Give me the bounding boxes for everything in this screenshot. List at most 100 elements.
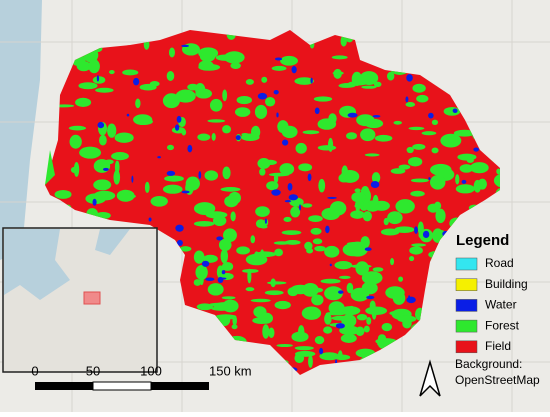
water-patch bbox=[235, 135, 241, 141]
forest-patch bbox=[430, 175, 446, 190]
forest-patch bbox=[417, 221, 424, 236]
water-patch bbox=[327, 196, 337, 200]
water-patch bbox=[287, 182, 293, 191]
forest-patch bbox=[406, 146, 414, 154]
forest-patch bbox=[298, 163, 313, 172]
forest-patch bbox=[230, 211, 236, 222]
forest-patch bbox=[262, 324, 270, 339]
forest-patch bbox=[242, 268, 259, 273]
forest-patch bbox=[139, 83, 157, 91]
forest-patch bbox=[390, 258, 395, 266]
scale-segment bbox=[151, 382, 209, 390]
forest-patch bbox=[245, 287, 255, 292]
forest-patch bbox=[236, 95, 253, 105]
forest-patch bbox=[268, 327, 275, 339]
forest-patch bbox=[294, 77, 314, 85]
forest-patch bbox=[290, 206, 301, 218]
north-arrow bbox=[419, 359, 441, 397]
forest-patch bbox=[374, 134, 393, 142]
forest-patch bbox=[312, 238, 323, 245]
forest-patch bbox=[373, 81, 382, 88]
forest-patch bbox=[267, 281, 287, 285]
forest-patch bbox=[114, 160, 120, 174]
forest-patch bbox=[364, 153, 380, 157]
forest-patch bbox=[440, 133, 462, 148]
water-patch bbox=[97, 121, 105, 129]
forest-patch bbox=[356, 114, 375, 127]
forest-patch bbox=[193, 202, 216, 215]
forest-patch bbox=[453, 129, 476, 137]
forest-patch bbox=[304, 241, 313, 251]
forest-patch bbox=[410, 178, 429, 183]
forest-patch bbox=[168, 47, 176, 58]
scale-label: 150 km bbox=[209, 363, 252, 378]
forest-patch bbox=[274, 300, 291, 310]
forest-patch bbox=[264, 290, 284, 296]
scale-label: 50 bbox=[86, 363, 100, 378]
forest-patch bbox=[387, 211, 403, 225]
forest-patch bbox=[339, 325, 360, 336]
forest-patch bbox=[310, 227, 322, 235]
forest-patch bbox=[340, 35, 347, 47]
forest-patch bbox=[276, 343, 293, 348]
forest-patch bbox=[431, 119, 439, 126]
attribution: Background: bbox=[455, 357, 522, 371]
forest-patch bbox=[266, 181, 279, 191]
forest-patch bbox=[99, 134, 107, 146]
forest-patch bbox=[222, 125, 232, 134]
forest-patch bbox=[321, 207, 341, 220]
water-patch bbox=[176, 115, 182, 123]
forest-patch bbox=[324, 286, 343, 301]
forest-patch bbox=[204, 211, 212, 216]
forest-patch bbox=[397, 315, 417, 323]
water-patch bbox=[274, 57, 283, 61]
water-patch bbox=[175, 224, 184, 232]
forest-patch bbox=[319, 352, 340, 361]
forest-patch bbox=[93, 179, 112, 191]
forest-patch bbox=[360, 236, 370, 249]
scale-label: 0 bbox=[31, 363, 38, 378]
forest-patch bbox=[380, 228, 400, 236]
water-patch bbox=[335, 323, 345, 329]
forest-patch bbox=[209, 98, 223, 112]
forest-patch bbox=[301, 306, 322, 320]
water-patch bbox=[221, 270, 226, 275]
water-patch bbox=[347, 112, 358, 118]
forest-patch bbox=[215, 314, 237, 320]
forest-patch bbox=[362, 211, 372, 222]
water-patch bbox=[201, 260, 210, 267]
forest-patch bbox=[340, 333, 357, 343]
forest-patch bbox=[366, 316, 372, 325]
water-patch bbox=[281, 139, 289, 146]
water-patch bbox=[166, 170, 176, 176]
forest-patch bbox=[416, 94, 429, 103]
water-patch bbox=[92, 198, 97, 206]
forest-patch bbox=[308, 354, 313, 368]
forest-patch bbox=[259, 168, 266, 176]
water-patch bbox=[157, 156, 161, 159]
water-patch bbox=[338, 290, 344, 294]
water-patch bbox=[408, 295, 411, 302]
forest-patch bbox=[393, 120, 402, 125]
forest-patch bbox=[133, 114, 153, 126]
legend-title: Legend bbox=[456, 232, 509, 249]
forest-patch bbox=[313, 96, 333, 102]
water-patch bbox=[273, 89, 279, 95]
forest-patch bbox=[360, 128, 376, 142]
forest-patch bbox=[250, 235, 256, 244]
forest-patch bbox=[236, 246, 250, 255]
forest-patch bbox=[311, 294, 324, 306]
forest-patch bbox=[331, 55, 348, 60]
forest-patch bbox=[220, 187, 241, 192]
forest-patch bbox=[214, 217, 225, 225]
forest-patch bbox=[254, 104, 268, 119]
water-patch bbox=[364, 247, 372, 252]
forest-patch bbox=[271, 65, 287, 71]
legend-swatch bbox=[455, 319, 478, 333]
forest-patch bbox=[459, 164, 474, 173]
forest-patch bbox=[205, 211, 228, 219]
water-patch bbox=[406, 296, 416, 304]
forest-patch bbox=[355, 261, 370, 276]
water-patch bbox=[133, 77, 140, 86]
forest-patch bbox=[477, 178, 487, 190]
